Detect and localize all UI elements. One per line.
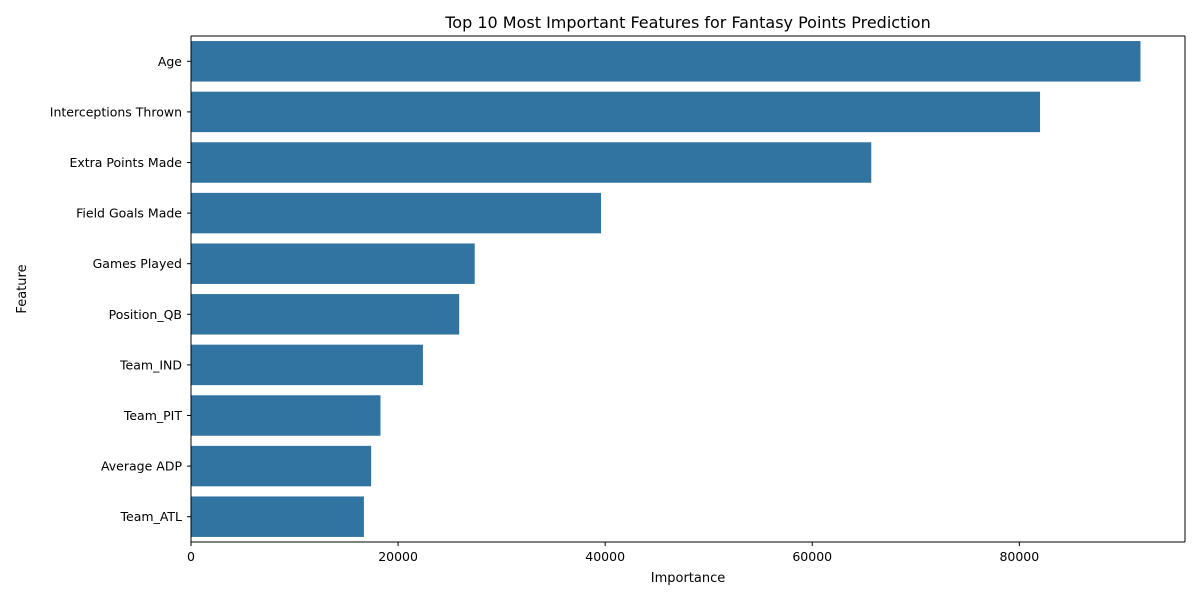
bar [191,395,381,436]
x-tick-label: 40000 [585,549,625,564]
y-tick-label: Games Played [93,256,182,271]
x-tick-label: 0 [187,549,195,564]
bar [191,91,1041,133]
x-tick-label: 60000 [792,549,832,564]
x-tick-label: 80000 [999,549,1039,564]
bar [191,445,372,487]
y-tick-label: Team_ATL [120,509,183,524]
bar [191,496,364,537]
x-tick-label: 20000 [378,549,418,564]
bar [191,243,475,284]
bars-group [191,41,1141,537]
y-tick-label: Average ADP [101,459,182,474]
bar [191,294,460,335]
bar [191,344,423,386]
y-tick-label: Extra Points Made [69,155,182,170]
y-tick-label: Age [158,54,182,69]
y-tick-label: Team_IND [119,357,182,372]
y-tick-label: Position_QB [109,307,182,322]
y-tick-label: Field Goals Made [76,206,182,221]
bar [191,41,1141,82]
y-tick-group: Age Interceptions Thrown Extra Points Made… [50,54,191,524]
x-axis-label: Importance [651,571,726,586]
bar [191,192,602,234]
y-axis-label: Feature [15,264,30,313]
bar [191,142,872,183]
y-tick-label: Interceptions Thrown [50,104,182,119]
y-tick-label: Team_PIT [123,408,183,423]
chart-title: Top 10 Most Important Features for Fanta… [444,13,930,32]
x-tick-group: 0 20000 40000 60000 80000 [187,542,1039,564]
